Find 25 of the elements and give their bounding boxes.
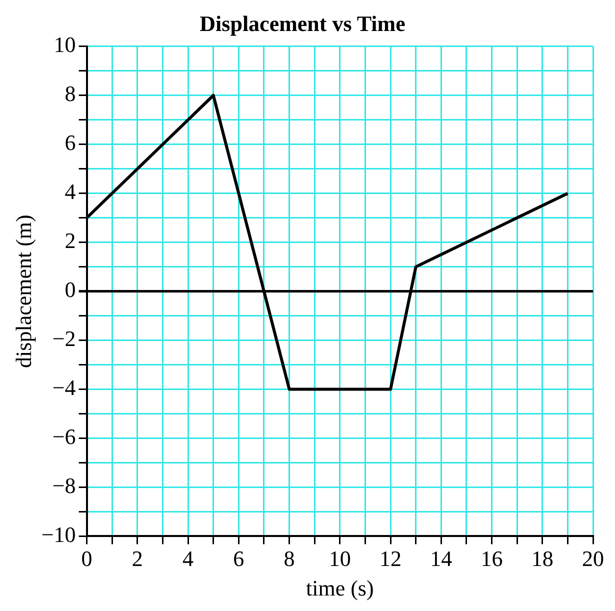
x-tick-label: 12 [380, 546, 402, 572]
y-tick-label: 6 [64, 130, 76, 156]
x-tick-label: 8 [284, 546, 295, 572]
y-tick-label: 2 [64, 228, 76, 254]
x-tick-label: 14 [430, 546, 452, 572]
chart-title: Displacement vs Time [200, 10, 406, 36]
x-tick-label: 10 [328, 546, 351, 572]
x-tick-label: 0 [81, 546, 92, 572]
y-tick-label: −2 [52, 326, 76, 352]
y-tick-label: 10 [54, 32, 76, 58]
y-tick-label: −6 [52, 424, 76, 450]
x-tick-label: 18 [531, 546, 554, 572]
x-tick-label: 16 [480, 546, 503, 572]
x-tick-label: 2 [132, 546, 143, 572]
y-axis-title: displacement (m) [10, 214, 36, 368]
y-tick-label: −8 [52, 473, 76, 498]
x-axis-title: time (s) [306, 576, 374, 601]
y-tick-label: 4 [64, 179, 76, 204]
y-tick-label: −4 [52, 375, 76, 400]
y-tick-label: 8 [64, 81, 76, 106]
y-tick-label: −10 [41, 522, 76, 547]
x-tick-label: 6 [233, 546, 244, 572]
y-tick-label: 0 [64, 277, 76, 302]
x-tick-label: 4 [182, 546, 194, 572]
x-tick-label: 20 [582, 546, 604, 572]
